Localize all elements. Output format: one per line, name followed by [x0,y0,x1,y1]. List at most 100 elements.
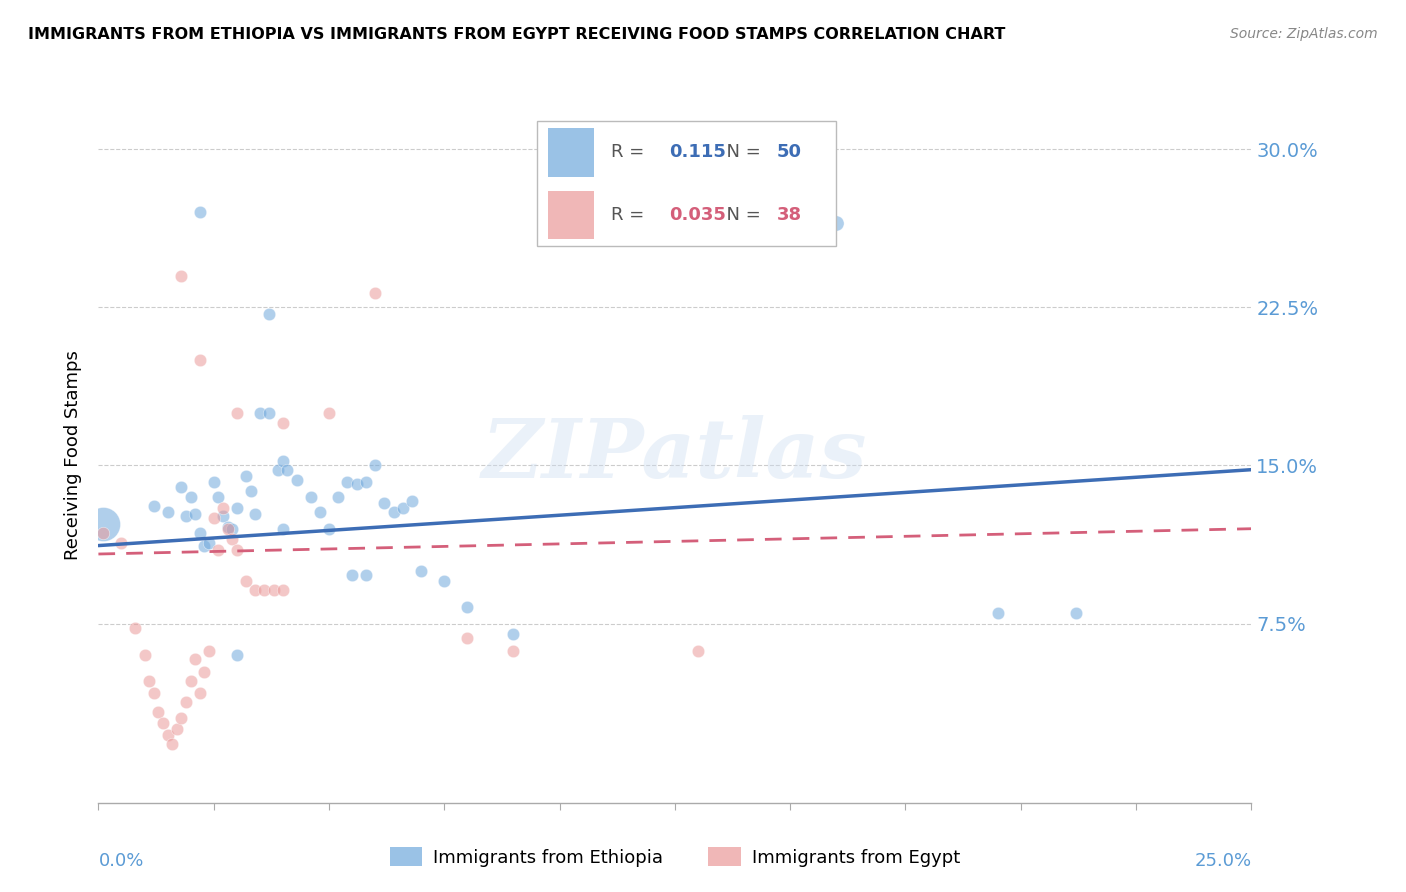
Point [271,522,294,536]
Point [235,574,257,589]
Point [245,507,267,521]
Point [249,406,271,420]
Point [401,494,423,508]
Point [188,205,211,219]
Point [502,644,524,658]
Point [433,574,456,589]
Point [174,695,197,709]
FancyBboxPatch shape [548,191,595,239]
Text: ZIPatlas: ZIPatlas [482,415,868,495]
Point [235,469,257,483]
Point [184,652,207,666]
Point [239,483,262,498]
Point [225,542,247,557]
Point [1064,606,1087,620]
Point [502,627,524,641]
Point [257,307,280,321]
Point [166,722,188,736]
Point [225,406,247,420]
Text: 0.035: 0.035 [669,206,725,224]
Point [411,564,433,578]
Point [391,500,413,515]
Point [188,525,211,540]
Text: 0.0%: 0.0% [98,852,143,870]
Point [225,500,247,515]
Text: N =: N = [716,206,766,224]
Point [382,505,405,519]
Point [160,737,183,751]
Point [354,475,377,490]
Point [318,406,340,420]
Point [217,519,239,533]
Point [134,648,156,663]
Point [148,705,170,719]
Point [285,473,308,487]
Text: R =: R = [612,206,651,224]
Point [354,568,377,582]
Legend: Immigrants from Ethiopia, Immigrants from Egypt: Immigrants from Ethiopia, Immigrants fro… [382,840,967,874]
Point [180,673,202,688]
Point [225,648,247,663]
Point [156,728,179,742]
Point [271,454,294,468]
Point [170,711,193,725]
FancyBboxPatch shape [548,128,595,177]
Y-axis label: Receiving Food Stamps: Receiving Food Stamps [65,350,83,560]
Point [180,490,202,504]
Text: 50: 50 [776,144,801,161]
Point [276,463,298,477]
Point [456,632,478,646]
Point [138,673,160,688]
Text: IMMIGRANTS FROM ETHIOPIA VS IMMIGRANTS FROM EGYPT RECEIVING FOOD STAMPS CORRELAT: IMMIGRANTS FROM ETHIOPIA VS IMMIGRANTS F… [28,27,1005,42]
Point [221,522,243,536]
Point [253,582,276,597]
Point [124,621,146,635]
Point [825,216,848,230]
Point [364,285,387,300]
Point [174,509,197,524]
Point [91,517,114,532]
Point [340,568,363,582]
Point [299,490,322,504]
Point [198,536,221,550]
Point [346,477,368,491]
Point [271,417,294,431]
Point [207,490,229,504]
Point [142,499,165,513]
Text: 0.115: 0.115 [669,144,725,161]
Point [217,522,239,536]
Point [686,644,709,658]
Point [267,463,290,477]
Point [193,539,215,553]
Point [188,686,211,700]
Point [987,606,1010,620]
Point [308,505,330,519]
Point [271,582,294,597]
Point [364,458,387,473]
Point [91,525,114,540]
Point [198,644,221,658]
Point [110,536,132,550]
Point [318,522,340,536]
Point [212,509,235,524]
Point [184,507,207,521]
Point [328,490,350,504]
Text: Source: ZipAtlas.com: Source: ZipAtlas.com [1230,27,1378,41]
FancyBboxPatch shape [537,121,837,246]
Text: 38: 38 [776,206,801,224]
Point [202,511,225,525]
Point [188,353,211,368]
Point [156,505,179,519]
Point [257,406,280,420]
Text: N =: N = [716,144,766,161]
Point [336,475,359,490]
Point [170,479,193,493]
Text: R =: R = [612,144,651,161]
Point [373,496,395,510]
Point [456,599,478,614]
Point [263,582,285,597]
Point [212,500,235,515]
Point [142,686,165,700]
Point [152,715,174,730]
Text: 25.0%: 25.0% [1194,852,1251,870]
